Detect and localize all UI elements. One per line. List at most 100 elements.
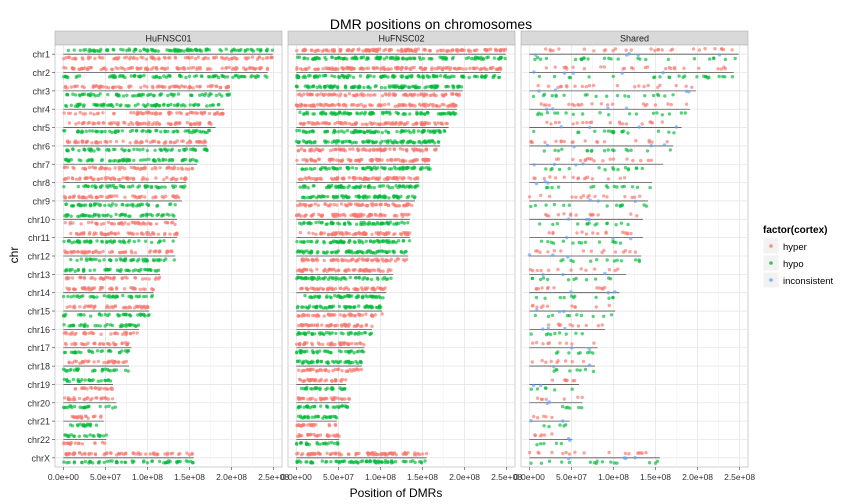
dmr-point-hypo: [107, 103, 111, 107]
dmr-point-hyper: [197, 139, 202, 144]
dmr-point-hypo: [83, 434, 87, 438]
dmr-point-hyper: [295, 158, 299, 163]
dmr-point-hyper: [178, 451, 182, 456]
dmr-point-hyper: [305, 341, 309, 345]
dmr-point-hyper: [98, 276, 102, 281]
dmr-point-hyper: [349, 67, 353, 72]
dmr-point-hypo: [88, 433, 92, 437]
dmr-point-hyper: [131, 331, 136, 335]
dmr-point-hypo: [381, 277, 385, 281]
dmr-point-hyper: [157, 250, 161, 254]
dmr-point-hypo: [401, 139, 406, 143]
dmr-point-hyper: [64, 196, 68, 200]
dmr-point-hypo: [416, 129, 421, 133]
dmr-point-hypo: [108, 369, 113, 373]
dmr-point-hyper: [154, 222, 159, 226]
dmr-point-hypo: [330, 240, 335, 244]
dmr-point-hypo: [345, 111, 350, 115]
dmr-point-hyper: [152, 451, 156, 455]
dmr-point-hyper: [123, 250, 128, 254]
dmr-point-hypo: [120, 202, 124, 207]
dmr-point-hyper: [135, 331, 139, 335]
dmr-point-hypo: [307, 276, 311, 281]
dmr-point-hyper: [403, 47, 407, 52]
dmr-point-hyper: [456, 66, 461, 71]
dmr-point-hypo: [352, 240, 356, 244]
dmr-point-hypo: [157, 459, 162, 464]
dmr-point-hyper: [149, 55, 153, 59]
dmr-point-hypo: [298, 110, 302, 114]
dmr-point-hyper: [173, 222, 177, 227]
dmr-point-hyper: [168, 232, 172, 236]
dmr-point-hyper: [80, 251, 85, 255]
dmr-point-hypo: [126, 369, 130, 373]
dmr-point-hyper: [186, 66, 190, 71]
dmr-point-hypo: [171, 184, 175, 188]
dmr-point-hyper: [157, 122, 162, 126]
dmr-point-hyper: [320, 323, 324, 327]
dmr-point-hypo: [96, 93, 101, 98]
dmr-point-hyper: [196, 55, 200, 59]
dmr-point-hyper: [175, 84, 179, 89]
dmr-point-hyper: [298, 121, 303, 126]
dmr-point-hypo: [466, 56, 471, 60]
dmr-point-hyper: [368, 269, 372, 273]
dmr-point-hypo: [242, 74, 246, 79]
dmr-point-hypo: [116, 129, 120, 133]
dmr-point-hypo: [144, 268, 148, 272]
dmr-point-hyper: [375, 157, 379, 161]
dmr-point-hypo: [100, 240, 105, 244]
dmr-point-hypo: [123, 368, 128, 372]
dmr-point-hypo: [150, 240, 154, 245]
dmr-point-hyper: [105, 387, 110, 391]
dmr-point-hyper: [341, 258, 346, 262]
dmr-point-hypo: [109, 349, 113, 353]
dmr-point-hypo: [135, 259, 140, 263]
dmr-point-hyper: [362, 93, 366, 97]
dmr-point-hyper: [489, 66, 494, 70]
dmr-point-hypo: [198, 93, 202, 97]
dmr-point-hypo: [308, 221, 312, 225]
dmr-point-hypo: [402, 111, 406, 116]
dmr-point-hyper: [139, 85, 143, 90]
dmr-point-hyper: [82, 275, 86, 280]
dmr-point-hypo: [403, 250, 408, 254]
dmr-point-hyper: [374, 66, 379, 70]
dmr-point-hyper: [163, 231, 167, 236]
dmr-point-hyper: [342, 342, 346, 347]
dmr-point-hyper: [85, 140, 89, 144]
dmr-point-hyper: [96, 359, 101, 364]
dmr-point-hyper: [400, 177, 405, 181]
dmr-point-hyper: [359, 324, 363, 329]
dmr-point-hyper: [312, 149, 316, 153]
dmr-point-hypo: [368, 332, 372, 336]
dmr-point-hypo: [81, 294, 85, 298]
dmr-point-hyper: [304, 213, 308, 217]
dmr-point-hyper: [65, 86, 69, 90]
dmr-point-hyper: [143, 277, 148, 281]
dmr-point-hypo: [66, 433, 70, 437]
dmr-point-hypo: [427, 75, 432, 79]
dmr-point-hypo: [90, 129, 95, 133]
dmr-point-hyper: [329, 258, 333, 262]
dmr-point-hyper: [302, 122, 306, 126]
dmr-point-hypo: [386, 130, 391, 135]
dmr-point-hyper: [163, 56, 167, 60]
dmr-point-hyper: [361, 49, 365, 53]
dmr-point-hyper: [398, 159, 403, 163]
dmr-point-hyper: [138, 167, 142, 172]
dmr-point-hyper: [502, 49, 506, 53]
dmr-point-hypo: [121, 185, 126, 189]
dmr-point-hypo: [126, 349, 130, 353]
dmr-point-hyper: [344, 94, 348, 98]
dmr-point-hyper: [265, 67, 270, 72]
dmr-point-hypo: [192, 103, 196, 108]
dmr-point-hyper: [124, 332, 129, 336]
dmr-point-hypo: [176, 130, 180, 134]
dmr-point-hypo: [389, 276, 393, 280]
dmr-point-hypo: [303, 140, 307, 144]
dmr-point-hyper: [186, 112, 190, 116]
dmr-point-hypo: [148, 129, 152, 134]
dmr-point-hyper: [322, 48, 326, 52]
dmr-point-hypo: [492, 56, 497, 60]
